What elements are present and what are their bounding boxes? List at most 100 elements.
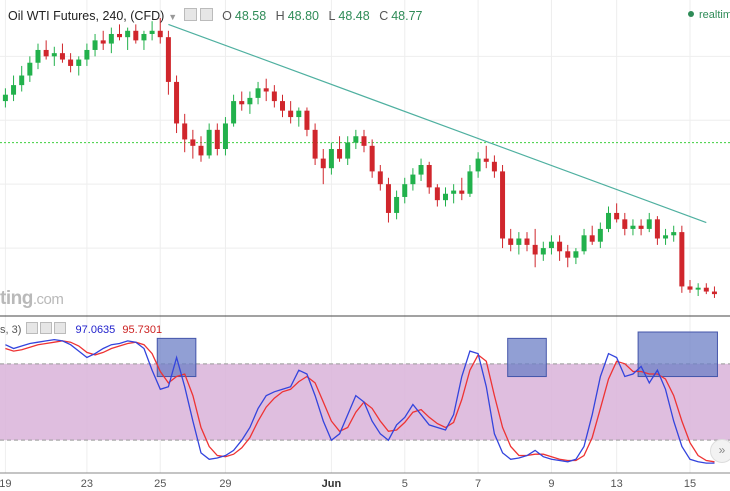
candle-body — [263, 88, 269, 92]
candle-body — [434, 187, 440, 201]
candle-body — [328, 149, 334, 169]
candle-body — [231, 101, 237, 124]
candle-body — [361, 136, 367, 146]
candle-body — [222, 123, 228, 150]
candle-body — [108, 33, 114, 44]
k-line-series — [5, 338, 715, 464]
watermark-brand: ting — [0, 288, 33, 309]
oscillator-legend: s, 3) 97.0635 95.7301 — [0, 322, 162, 336]
close-icon[interactable] — [54, 322, 67, 334]
candle-body — [385, 184, 391, 213]
chevron-down-icon[interactable]: ▼ — [168, 12, 178, 22]
candle-body — [622, 219, 628, 229]
candle-body — [288, 110, 294, 118]
status-dot-icon — [688, 11, 694, 17]
candle-body — [695, 287, 701, 290]
candle-body — [402, 184, 408, 197]
candle-body — [597, 228, 603, 242]
x-tick-label: 15 — [684, 478, 696, 490]
highlight-box — [637, 331, 718, 378]
candle-body — [239, 101, 245, 105]
x-tick-label: 13 — [611, 478, 623, 490]
candle-body — [247, 97, 253, 105]
candle-body — [27, 62, 33, 76]
settings-icon[interactable] — [183, 8, 197, 21]
candle-body — [59, 53, 65, 60]
candle-body — [532, 244, 538, 255]
candle-body — [703, 287, 709, 292]
candle-body — [443, 193, 448, 201]
k-value: 97.0635 — [75, 324, 116, 336]
candle-body — [711, 291, 717, 295]
candle-body — [214, 129, 220, 150]
candle-body — [125, 30, 131, 38]
scroll-to-realtime-button[interactable]: » — [710, 439, 730, 463]
settings-icon[interactable] — [26, 322, 39, 334]
candle-body — [51, 53, 57, 57]
candle-body — [133, 30, 139, 41]
candle-body — [190, 139, 196, 146]
candle-body — [68, 59, 74, 66]
candle-body — [149, 30, 155, 34]
candle-body — [353, 136, 359, 143]
candle-body — [581, 235, 587, 252]
candle-body — [671, 232, 677, 236]
candle-body — [557, 241, 563, 252]
candle-body — [687, 286, 693, 290]
candle-body — [646, 219, 652, 229]
trendline — [168, 23, 707, 224]
watermark: ting.com — [0, 288, 64, 310]
realtime-label: realtim — [699, 9, 730, 21]
candle-body — [157, 30, 163, 38]
candle-body — [377, 171, 383, 185]
candle-body — [117, 33, 122, 38]
candle-body — [679, 232, 685, 287]
candle-body — [35, 49, 41, 63]
candle-body — [206, 129, 212, 156]
candle-body — [500, 171, 506, 239]
open-label: O — [222, 9, 232, 23]
candle-body — [475, 158, 481, 172]
candle-body — [606, 212, 611, 229]
high-value: 48.80 — [287, 9, 319, 23]
candle-body — [100, 40, 106, 44]
eye-icon[interactable] — [199, 8, 213, 21]
oscillator-params[interactable]: s, 3) — [0, 324, 22, 336]
candle-body — [614, 212, 620, 220]
x-tick-label: Jun — [322, 478, 342, 490]
candle-body — [174, 81, 180, 124]
symbol-title[interactable]: Oil WTI Futures, 240, (CFD) — [8, 9, 165, 23]
candle-body — [76, 59, 82, 66]
candle-body — [141, 33, 147, 41]
candle-body — [654, 219, 660, 239]
candle-body — [165, 37, 171, 82]
close-value: 48.77 — [391, 9, 423, 23]
low-label: L — [328, 9, 336, 23]
candle-body — [92, 40, 98, 50]
candle-body — [451, 190, 457, 194]
chart-legend-header: Oil WTI Futures, 240, (CFD) ▼ O 48.58 H 48.… — [8, 8, 423, 23]
eye-icon[interactable] — [40, 322, 53, 334]
candle-body — [418, 165, 424, 175]
d-line-series — [5, 340, 715, 463]
candle-body — [467, 171, 473, 194]
candle-body — [548, 241, 554, 249]
candle-body — [304, 110, 310, 130]
candle-body — [337, 149, 343, 159]
high-label: H — [275, 9, 285, 23]
low-value: 48.48 — [338, 9, 370, 23]
highlight-box — [507, 337, 547, 378]
candle-body — [320, 158, 326, 169]
candle-body — [394, 196, 400, 213]
x-tick-label: 9 — [548, 478, 554, 490]
watermark-suffix: .com — [32, 291, 64, 308]
candle-body — [43, 49, 49, 57]
x-tick-label: 29 — [219, 478, 231, 490]
candle-body — [573, 251, 579, 258]
candle-body — [483, 158, 489, 162]
candle-body — [516, 238, 522, 245]
candle-body — [2, 94, 8, 102]
candle-body — [84, 49, 90, 60]
